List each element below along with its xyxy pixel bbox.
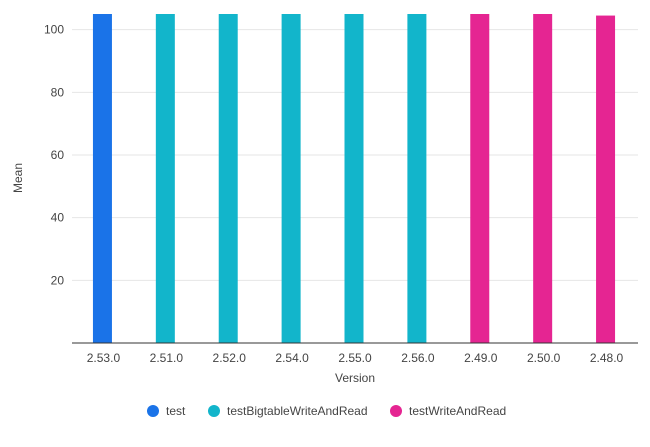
x-tick-label: 2.56.0 <box>401 351 435 365</box>
legend-swatch <box>147 405 159 417</box>
legend-swatch <box>208 405 220 417</box>
legend-label: testWriteAndRead <box>409 404 506 418</box>
legend: test testBigtableWriteAndRead testWriteAnd… <box>147 404 506 418</box>
x-tick-label: 2.50.0 <box>527 351 561 365</box>
x-tick-label: 2.54.0 <box>275 351 309 365</box>
y-tick-labels: 20 40 60 80 100 <box>44 23 64 288</box>
x-tick-label: 2.53.0 <box>87 351 121 365</box>
bar-testWriteAndRead-2.48.0[interactable] <box>596 15 616 343</box>
x-tick-label: 2.51.0 <box>150 351 184 365</box>
legend-item-test[interactable]: test <box>147 404 186 418</box>
x-tick-labels: 2.53.0 2.51.0 2.52.0 2.54.0 2.55.0 2.56.0 2.49… <box>87 351 624 365</box>
x-tick-label: 2.49.0 <box>464 351 498 365</box>
x-tick-label: 2.52.0 <box>213 351 247 365</box>
bar-testBigtableWriteAndRead-2.52.0[interactable] <box>218 14 238 343</box>
y-tick-label: 40 <box>51 211 65 225</box>
y-tick-label: 80 <box>51 85 65 99</box>
legend-item-testWriteAndRead[interactable]: testWriteAndRead <box>390 404 506 418</box>
x-tick-label: 2.48.0 <box>590 351 624 365</box>
x-tick-label: 2.55.0 <box>338 351 372 365</box>
bar-test-2.53.0[interactable] <box>92 14 112 343</box>
x-axis-label: Version <box>335 371 375 385</box>
bar-testBigtableWriteAndRead-2.55.0[interactable] <box>344 14 364 343</box>
bar-testWriteAndRead-2.50.0[interactable] <box>533 14 553 343</box>
y-tick-label: 60 <box>51 148 65 162</box>
legend-swatch <box>390 405 402 417</box>
y-axis-label: Mean <box>11 163 25 193</box>
bar-testBigtableWriteAndRead-2.56.0[interactable] <box>407 14 427 343</box>
legend-label: test <box>166 404 186 418</box>
y-tick-label: 20 <box>51 273 65 287</box>
legend-label: testBigtableWriteAndRead <box>227 404 368 418</box>
y-tick-label: 100 <box>44 23 64 37</box>
bar-testBigtableWriteAndRead-2.54.0[interactable] <box>281 14 301 343</box>
bar-testBigtableWriteAndRead-2.51.0[interactable] <box>155 14 175 343</box>
bar-testWriteAndRead-2.49.0[interactable] <box>470 14 490 343</box>
legend-item-testBigtableWriteAndRead[interactable]: testBigtableWriteAndRead <box>208 404 368 418</box>
bars <box>92 14 616 343</box>
